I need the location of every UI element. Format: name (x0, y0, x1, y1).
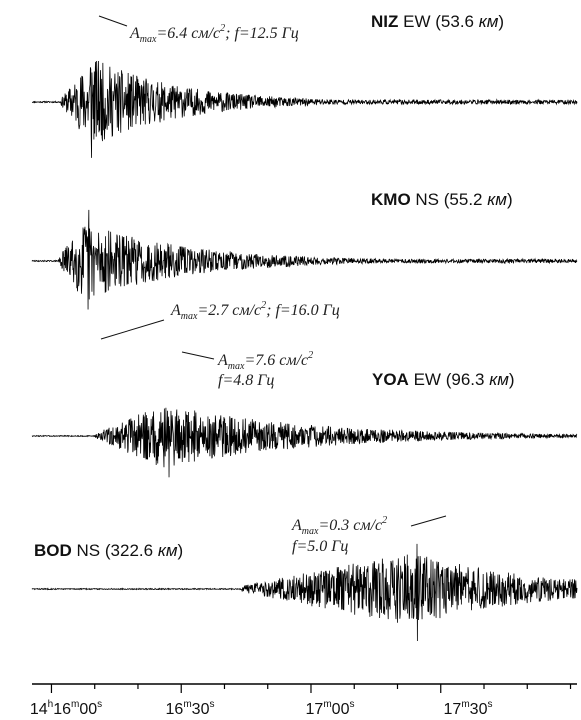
annotation-yoa-freq: f=4.8 Гц (218, 372, 274, 389)
annotation-kmo: Amax=2.7 см/с2; f=16.0 Гц (170, 300, 340, 322)
station-label-niz: NIZ EW (53.6 км) (371, 12, 504, 31)
tick-label-0: 14h16m00s (30, 699, 102, 718)
annotation-yoa: Amax=7.6 см/с2 (217, 350, 313, 372)
trace-niz (31, 61, 578, 158)
station-label-bod: BOD NS (322.6 км) (34, 541, 183, 560)
leader-yoa (181, 351, 215, 360)
tick-label-3: 17m30s (444, 699, 493, 718)
trace-bod (31, 543, 578, 642)
annotation-bod-freq: f=5.0 Гц (292, 538, 348, 555)
time-axis: 14h16m00s 16m30s 17m00s 17m30s (30, 683, 577, 718)
traces-layer (31, 61, 578, 642)
trace-kmo (31, 209, 578, 310)
tick-label-1: 16m30s (166, 699, 215, 718)
annotation-leaders (98, 15, 447, 527)
station-label-kmo: KMO NS (55.2 км) (371, 190, 513, 209)
tick-label-2: 17m00s (306, 699, 355, 718)
annotation-bod: Amax=0.3 см/с2 (291, 515, 387, 537)
annotation-niz: Amax=6.4 см/с2; f=12.5 Гц (129, 23, 299, 45)
leader-kmo (100, 319, 165, 340)
leader-bod (410, 515, 447, 527)
trace-yoa (31, 407, 578, 478)
station-label-yoa: YOA EW (96.3 км) (372, 370, 515, 389)
leader-niz (98, 15, 128, 27)
